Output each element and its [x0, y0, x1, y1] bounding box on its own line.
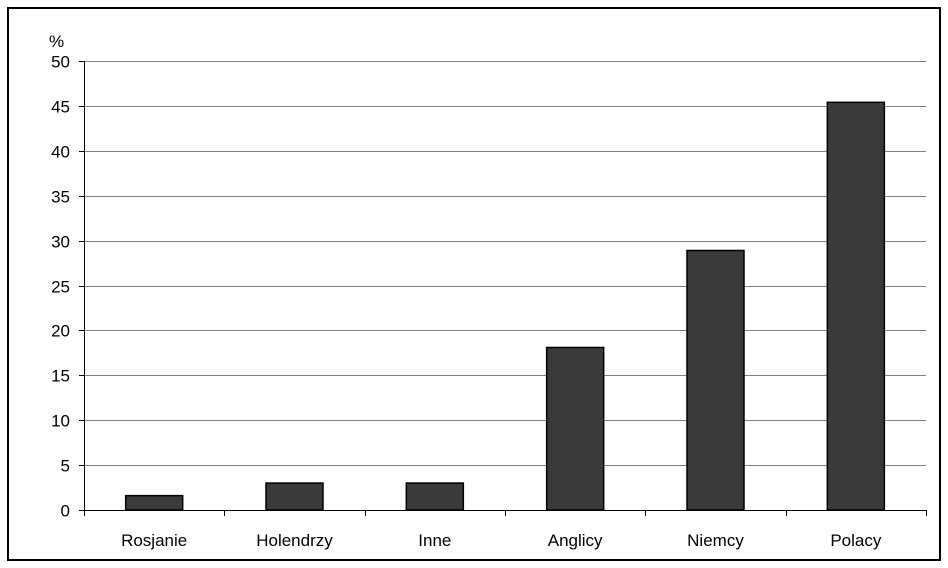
y-tick-label-15: 15: [51, 367, 70, 386]
y-tick-label-5: 5: [61, 457, 70, 476]
y-tick-label-40: 40: [51, 143, 70, 162]
y-tick-label-30: 30: [51, 233, 70, 252]
y-tick-label-25: 25: [51, 278, 70, 297]
bar-anglicy: [545, 346, 605, 511]
y-axis-unit-label: %: [49, 32, 64, 51]
bars: [124, 101, 886, 511]
y-tick-label-0: 0: [61, 502, 70, 521]
x-tick-label-polacy: Polacy: [830, 531, 882, 550]
x-tick-labels: Rosjanie Holendrzy Inne Anglicy Niemcy Polacy: [121, 531, 882, 550]
x-tick-label-niemcy: Niemcy: [687, 531, 744, 550]
y-tick-label-45: 45: [51, 98, 70, 117]
bar-rosjanie: [124, 494, 184, 511]
x-tick-label-anglicy: Anglicy: [548, 531, 603, 550]
y-tick-label-35: 35: [51, 188, 70, 207]
axes: [79, 61, 927, 516]
y-tick-label-10: 10: [51, 412, 70, 431]
bar-inne: [405, 482, 465, 511]
y-tick-label-50: 50: [51, 53, 70, 72]
bar-niemcy: [686, 249, 745, 511]
x-tick-label-holendrzy: Holendrzy: [256, 531, 333, 550]
x-tick-label-inne: Inne: [418, 531, 451, 550]
bar-holendrzy: [265, 482, 324, 511]
x-tick-label-rosjanie: Rosjanie: [121, 531, 187, 550]
chart-frame: [7, 7, 941, 561]
y-tick-label-20: 20: [51, 322, 70, 341]
bar-polacy: [826, 101, 886, 511]
gridlines: [84, 61, 926, 466]
y-tick-labels: 0 5 10 15 20 25 30 35 40 45 50: [51, 53, 70, 521]
